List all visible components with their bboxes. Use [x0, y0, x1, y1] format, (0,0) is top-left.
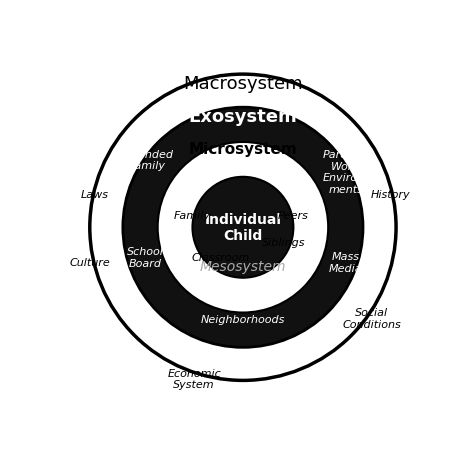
Text: Culture: Culture: [69, 258, 110, 267]
Text: Neighborhoods: Neighborhoods: [201, 315, 285, 325]
Text: Individual
Child: Individual Child: [204, 213, 282, 243]
Text: Economic
System: Economic System: [167, 368, 221, 390]
Text: Mesosystem: Mesosystem: [200, 259, 286, 273]
Text: Classroom: Classroom: [192, 252, 250, 262]
Text: Microsystem: Microsystem: [189, 142, 297, 157]
Circle shape: [123, 108, 363, 348]
Text: Family: Family: [174, 211, 211, 221]
Text: Laws: Laws: [81, 190, 109, 200]
Text: Macrosystem: Macrosystem: [183, 75, 303, 92]
Text: History: History: [371, 190, 410, 200]
Text: Exosystem: Exosystem: [189, 108, 297, 126]
Text: Mass
Media: Mass Media: [329, 252, 363, 273]
Circle shape: [90, 75, 396, 381]
Text: Social
Conditions: Social Conditions: [342, 307, 401, 329]
Circle shape: [192, 177, 293, 278]
Text: Siblings: Siblings: [262, 237, 305, 247]
Text: Extended
Family: Extended Family: [121, 149, 173, 171]
Text: Parents'
Work
Environ-
ments: Parents' Work Environ- ments: [322, 150, 369, 194]
Text: Peers: Peers: [278, 211, 309, 221]
Circle shape: [158, 143, 328, 313]
Text: School
Board: School Board: [127, 247, 164, 268]
